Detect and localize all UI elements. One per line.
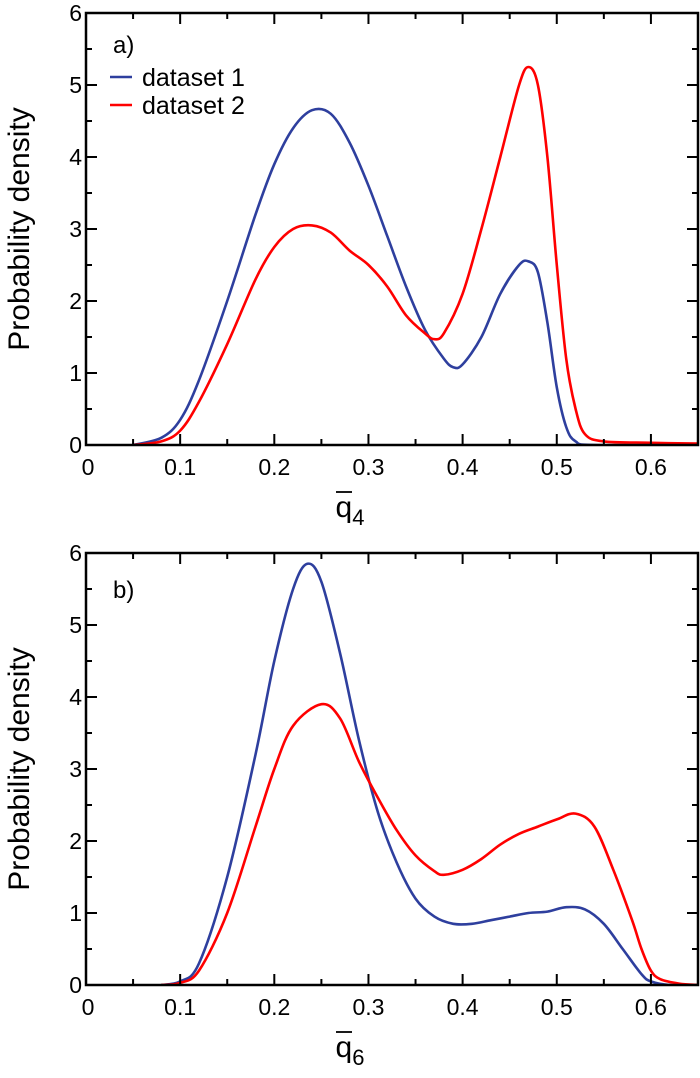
series-line-2 xyxy=(161,702,698,985)
series-line-2 xyxy=(132,65,698,445)
panel-label: a) xyxy=(113,32,134,59)
x-tick-label: 0.3 xyxy=(352,454,384,480)
x-tick-label: 0.1 xyxy=(164,994,196,1020)
x-tick-label: 0.2 xyxy=(258,454,290,480)
panel-a: 0 0.1 0.2 0.3 0.4 0.5 0.6 0 1 2 3 4 5 6 Probability de… xyxy=(3,0,700,530)
x-tick-label: 0 xyxy=(82,994,95,1020)
y-tick-label: 6 xyxy=(69,0,82,26)
y-tick-label: 2 xyxy=(69,828,82,854)
y-axis-label: Probability density xyxy=(3,647,36,890)
series-line-1 xyxy=(161,562,698,985)
y-tick-label: 0 xyxy=(69,972,82,998)
x-tick-label: 0.4 xyxy=(447,454,479,480)
y-tick-label: 2 xyxy=(69,288,82,314)
x-tick-label: 0.1 xyxy=(164,454,196,480)
x-tick-label: 0.5 xyxy=(541,994,573,1020)
y-tick-label: 4 xyxy=(69,144,82,170)
x-tick-label: 0.3 xyxy=(352,994,384,1020)
x-tick-label: 0.6 xyxy=(635,994,667,1020)
legend-label-2: dataset 2 xyxy=(142,92,245,120)
x-axis-label-symbol: q xyxy=(336,1031,353,1064)
x-axis-label-subscript: 4 xyxy=(352,505,364,530)
y-tick-label: 3 xyxy=(69,756,82,782)
x-axis-label: q4 xyxy=(336,491,365,530)
panel-b: 0 0.1 0.2 0.3 0.4 0.5 0.6 0 1 2 3 4 5 6 Probability de… xyxy=(3,540,700,1070)
x-tick-label: 0.5 xyxy=(541,454,573,480)
series-line-1 xyxy=(132,107,698,445)
y-tick-label: 1 xyxy=(69,900,82,926)
x-axis-label: q6 xyxy=(336,1031,365,1070)
y-tick-label: 5 xyxy=(69,612,82,638)
y-tick-label: 5 xyxy=(69,72,82,98)
y-tick-label: 4 xyxy=(69,684,82,710)
x-tick-label: 0.2 xyxy=(258,994,290,1020)
x-tick-label: 0.6 xyxy=(635,454,667,480)
x-axis-label-symbol: q xyxy=(336,491,353,524)
axes-frame xyxy=(84,551,700,987)
x-tick-label: 0 xyxy=(82,454,95,480)
y-tick-label: 0 xyxy=(69,432,82,458)
y-tick-label: 1 xyxy=(69,360,82,386)
panel-label: b) xyxy=(113,577,134,604)
y-tick-label: 3 xyxy=(69,216,82,242)
legend-label-1: dataset 1 xyxy=(142,64,245,92)
y-tick-label: 6 xyxy=(69,540,82,566)
x-tick-label: 0.4 xyxy=(447,994,479,1020)
x-axis-label-subscript: 6 xyxy=(352,1045,364,1070)
y-axis-label: Probability density xyxy=(3,107,36,350)
